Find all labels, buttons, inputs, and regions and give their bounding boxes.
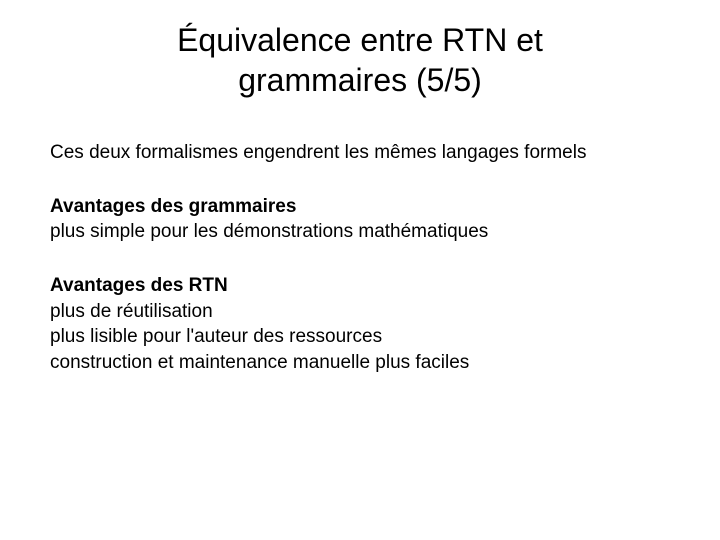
section-grammaires: Avantages des grammaires plus simple pou… [50,194,670,245]
title-line-1: Équivalence entre RTN et [90,20,630,60]
slide: Équivalence entre RTN et grammaires (5/5… [0,0,720,540]
section-rtn: Avantages des RTN plus de réutilisation … [50,273,670,376]
section2-heading: Avantages des RTN [50,273,670,299]
section1-heading: Avantages des grammaires [50,194,670,220]
intro-paragraph: Ces deux formalismes engendrent les même… [50,140,670,166]
title-line-2: grammaires (5/5) [90,60,630,100]
slide-title: Équivalence entre RTN et grammaires (5/5… [50,20,670,100]
section1-line1: plus simple pour les démonstrations math… [50,219,670,245]
section2-line2: plus lisible pour l'auteur des ressource… [50,324,670,350]
section2-line3: construction et maintenance manuelle plu… [50,350,670,376]
intro-text: Ces deux formalismes engendrent les même… [50,140,670,166]
section2-line1: plus de réutilisation [50,299,670,325]
slide-body: Ces deux formalismes engendrent les même… [50,140,670,375]
